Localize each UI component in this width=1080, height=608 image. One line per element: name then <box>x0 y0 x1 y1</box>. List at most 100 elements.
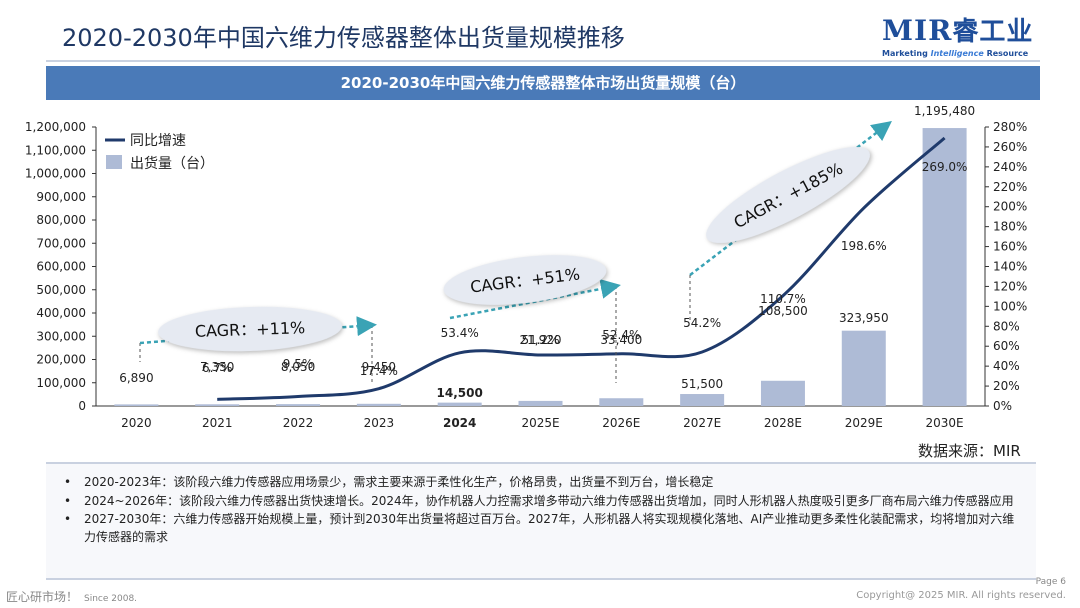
bar <box>680 394 725 406</box>
bullet-icon: • <box>64 475 72 489</box>
y-left-tick-label: 100,000 <box>36 376 86 390</box>
y-left-tick-label: 400,000 <box>36 306 86 320</box>
y-left-tick-label: 900,000 <box>36 190 86 204</box>
cagr-bubble <box>705 146 871 244</box>
y-left-tick-label: 1,100,000 <box>25 143 86 157</box>
y-right-tick-label: 200% <box>993 200 1027 214</box>
bar-value-label: 51,500 <box>681 377 723 391</box>
bar <box>760 380 805 406</box>
bar <box>841 330 886 406</box>
y-right-tick-label: 80% <box>993 319 1020 333</box>
y-left-tick-label: 200,000 <box>36 353 86 367</box>
x-tick-label: 2020 <box>121 416 152 430</box>
logo-cn-text: 睿工业 <box>952 17 1034 47</box>
x-tick-label: 2025E <box>521 416 559 430</box>
x-tick-label: 2029E <box>845 416 883 430</box>
growth-value-label: 9.5% <box>283 357 314 371</box>
growth-value-label: 198.6% <box>841 239 887 253</box>
bar-value-label: 21,920 <box>520 333 562 347</box>
footer-slogan: 匠心研市场！ Since 2008. <box>6 588 137 605</box>
y-right-tick-label: 180% <box>993 220 1027 234</box>
y-left-tick-label: 600,000 <box>36 260 86 274</box>
bar-value-label: 8,050 <box>281 360 315 374</box>
x-tick-label: 2028E <box>764 416 802 430</box>
bar-value-label: 14,500 <box>437 386 483 400</box>
legend-bar-swatch <box>106 155 122 169</box>
growth-value-label: 54.2% <box>683 316 721 330</box>
x-tick-label: 2026E <box>602 416 640 430</box>
bar-value-label: 1,195,480 <box>914 104 975 118</box>
cagr-label: CAGR：+11% <box>195 318 306 341</box>
growth-value-label: 6.7% <box>202 361 233 375</box>
legend-bar-label: 出货量（台） <box>130 155 214 172</box>
logo-sub-3: Resource <box>983 49 1029 58</box>
y-right-tick-label: 40% <box>993 359 1020 373</box>
bar-value-label: 108,500 <box>758 304 808 318</box>
growth-value-label: 110.7% <box>760 292 806 306</box>
bar <box>356 403 401 406</box>
y-left-tick-label: 500,000 <box>36 283 86 297</box>
x-tick-label: 2024 <box>443 416 476 430</box>
bullet-icon: • <box>64 493 72 508</box>
notes-box: • 2020-2023年：该阶段六维力传感器应用场景少，需求主要来源于柔性化生产，… <box>46 462 1036 580</box>
note-text: 2027-2030年：六维力传感器开始规模上量，预计到2030年出货量将超过百万… <box>84 512 1015 544</box>
footer-since: Since 2008. <box>84 594 138 604</box>
x-tick-label: 2023 <box>364 416 395 430</box>
note-text: 2024~2026年：该阶段六维力传感器出货快速增长。2024年，协作机器人力控… <box>84 493 1014 508</box>
y-left-tick-label: 300,000 <box>36 329 86 343</box>
footer-slogan-text: 匠心研市场！ <box>6 590 79 604</box>
growth-value-label: 53.4% <box>441 326 479 340</box>
bar-value-label: 7,350 <box>200 360 234 374</box>
bullet-icon: • <box>64 512 72 526</box>
y-left-tick-label: 1,200,000 <box>25 120 86 134</box>
y-left-tick-label: 700,000 <box>36 236 86 250</box>
y-right-tick-label: 60% <box>993 339 1020 353</box>
logo-mir-text: MIR <box>882 14 953 47</box>
copyright: Copyright@ 2025 MIR. All rights reserved… <box>856 590 1066 601</box>
y-left-tick-label: 0 <box>78 399 86 413</box>
growth-value-label: 17.4% <box>360 364 398 378</box>
cagr-bubble <box>443 255 607 305</box>
y-left-tick-label: 1,000,000 <box>25 167 86 181</box>
mir-logo: MIR睿工业 Marketing Intelligence Resource <box>882 16 1042 64</box>
growth-value-label: 52.4% <box>602 328 640 342</box>
page-number: Page 6 <box>1035 577 1066 587</box>
y-right-tick-label: 220% <box>993 180 1027 194</box>
bar <box>922 128 967 406</box>
bar <box>114 404 159 406</box>
y-right-tick-label: 120% <box>993 279 1027 293</box>
shipment-chart: 0 100,000 200,000 300,000 400,000 500,000 600,… <box>25 104 1027 430</box>
cagr-bubble <box>158 306 342 352</box>
bar-value-label: 6,890 <box>119 371 153 385</box>
growth-line <box>217 136 946 401</box>
bar-value-label: 33,400 <box>600 333 642 347</box>
note-item: • 2020-2023年：该阶段六维力传感器应用场景少，需求主要来源于柔性化生产，… <box>64 474 1022 492</box>
bar <box>195 404 240 406</box>
page-title: 2020-2030年中国六维力传感器整体出货量规模推移 <box>62 24 625 52</box>
bar <box>437 402 482 406</box>
x-tick-label: 2022 <box>283 416 314 430</box>
bar <box>599 398 644 406</box>
chart-banner: 2020-2030年中国六维力传感器整体市场出货量规模（台） <box>46 66 1040 100</box>
logo-sub-2: Intelligence <box>930 49 984 58</box>
bar <box>518 400 563 406</box>
title-divider <box>46 60 1040 62</box>
growth-value-label: 51.2% <box>521 333 559 347</box>
logo-sub-1: Marketing <box>882 49 931 58</box>
note-text: 2020-2023年：该阶段六维力传感器应用场景少，需求主要来源于柔性化生产，价… <box>84 475 714 489</box>
y-right-tick-label: 240% <box>993 160 1027 174</box>
bar-value-label: 9,450 <box>362 360 396 374</box>
note-item: • 2027-2030年：六维力传感器开始规模上量，预计到2030年出货量将超过百… <box>64 511 1022 546</box>
y-right-tick-label: 160% <box>993 240 1027 254</box>
x-tick-label: 2027E <box>683 416 721 430</box>
y-right-tick-label: 140% <box>993 260 1027 274</box>
y-right-tick-label: 100% <box>993 299 1027 313</box>
bar <box>276 404 321 406</box>
data-source: 数据来源：MIR <box>918 442 1021 460</box>
y-left-tick-label: 800,000 <box>36 213 86 227</box>
x-tick-label: 2021 <box>202 416 233 430</box>
y-right-tick-label: 0% <box>993 399 1012 413</box>
legend-line-label: 同比增速 <box>130 133 186 149</box>
x-tick-label: 2030E <box>926 416 964 430</box>
bar-value-label: 323,950 <box>839 311 889 325</box>
